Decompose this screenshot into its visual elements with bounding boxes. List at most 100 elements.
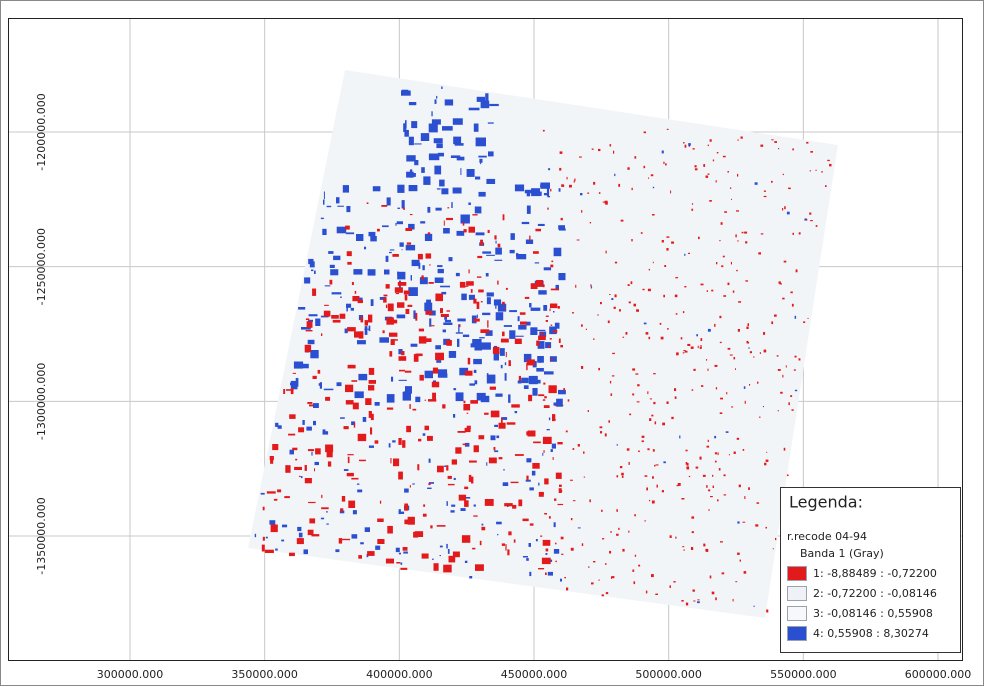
patch: [392, 440, 395, 442]
patch: [638, 451, 640, 452]
patch: [457, 231, 465, 236]
patch: [632, 368, 635, 370]
patch: [708, 369, 709, 371]
patch: [421, 133, 429, 141]
patch: [447, 207, 449, 208]
patch: [436, 143, 442, 148]
patch: [389, 333, 397, 337]
patch: [710, 139, 712, 141]
patch: [469, 269, 470, 273]
patch: [392, 254, 399, 257]
patch: [713, 486, 714, 488]
patch: [467, 413, 469, 414]
patch: [782, 375, 783, 378]
patch: [305, 345, 311, 352]
patch: [320, 382, 322, 389]
patch: [321, 333, 322, 336]
patch: [558, 273, 565, 280]
patch: [572, 312, 574, 313]
patch: [494, 450, 498, 452]
patch: [475, 177, 480, 180]
patch: [651, 174, 654, 176]
patch: [518, 325, 526, 330]
patch: [344, 469, 349, 471]
patch: [686, 603, 688, 606]
patch: [388, 304, 394, 312]
patch: [735, 234, 736, 237]
patch: [543, 493, 544, 495]
patch: [507, 422, 516, 424]
x-tick-label: 500000.000: [635, 668, 701, 681]
patch: [271, 525, 278, 533]
patch: [298, 307, 305, 310]
patch: [463, 286, 468, 287]
patch: [351, 478, 358, 480]
patch: [482, 524, 484, 526]
patch: [578, 527, 581, 528]
patch: [730, 187, 731, 189]
patch: [551, 325, 553, 326]
patch: [606, 251, 607, 254]
patch: [263, 507, 265, 511]
patch: [544, 405, 550, 408]
patch: [409, 137, 414, 146]
patch: [663, 162, 664, 164]
patch: [710, 576, 712, 579]
patch: [648, 178, 649, 179]
patch: [501, 339, 509, 343]
patch: [546, 549, 549, 552]
patch: [598, 149, 600, 151]
patch: [749, 384, 750, 386]
patch: [730, 355, 733, 356]
patch: [600, 302, 602, 304]
patch: [546, 553, 548, 555]
patch: [698, 599, 700, 600]
patch: [726, 392, 727, 394]
patch: [766, 452, 767, 453]
patch: [545, 573, 547, 576]
patch: [548, 572, 553, 576]
patch: [409, 185, 418, 191]
patch: [763, 332, 765, 335]
patch: [448, 484, 455, 485]
patch: [662, 423, 665, 426]
patch: [764, 196, 767, 197]
patch: [748, 487, 750, 490]
patch: [437, 188, 441, 189]
patch: [469, 576, 472, 579]
patch: [406, 245, 415, 251]
patch: [829, 164, 831, 167]
patch: [519, 376, 521, 381]
patch: [530, 327, 537, 335]
patch: [605, 563, 607, 565]
patch: [284, 496, 290, 498]
patch: [270, 457, 273, 464]
patch: [489, 458, 497, 464]
patch: [406, 172, 414, 178]
patch: [703, 164, 705, 167]
patch: [734, 357, 736, 359]
patch: [457, 319, 465, 322]
patch: [553, 330, 557, 332]
patch: [398, 472, 403, 480]
x-tick-label: 300000.000: [97, 668, 163, 681]
patch: [340, 314, 346, 319]
patch: [543, 130, 545, 132]
patch: [365, 398, 371, 405]
patch: [642, 440, 644, 442]
patch: [745, 280, 748, 281]
patch: [433, 368, 438, 374]
patch: [711, 290, 713, 292]
patch: [367, 202, 369, 204]
patch: [401, 351, 404, 355]
patch: [809, 213, 811, 215]
patch: [446, 465, 448, 470]
legend-swatch: [788, 627, 807, 641]
patch: [307, 402, 312, 404]
patch: [564, 577, 566, 578]
patch: [435, 99, 437, 104]
patch: [469, 475, 472, 482]
patch: [600, 431, 602, 433]
patch: [670, 535, 672, 538]
patch: [335, 549, 339, 552]
